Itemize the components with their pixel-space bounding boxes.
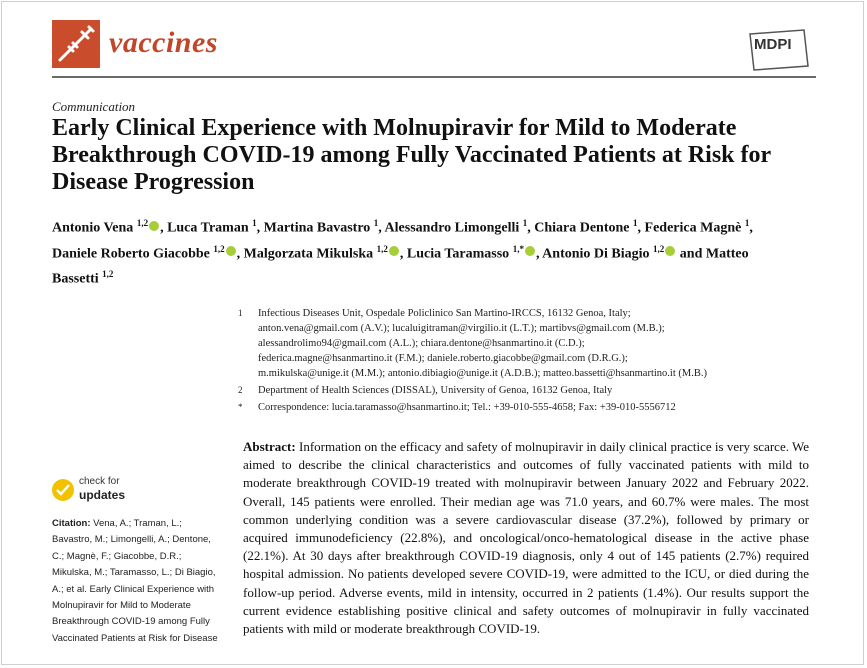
- author-name: Luca Traman: [167, 220, 249, 236]
- check-updates-line1: check for: [79, 476, 120, 487]
- author-affiliation-sup: 1,2: [376, 243, 388, 254]
- author-affiliation-sup: 1: [744, 218, 750, 228]
- publisher-name: MDPI: [754, 36, 792, 53]
- author-name: Federica Magnè: [644, 220, 742, 236]
- affiliation-number: 2: [238, 385, 243, 395]
- author-name: Lucia Taramasso: [406, 246, 510, 262]
- affiliation-number: [238, 321, 258, 336]
- article-title: Early Clinical Experience with Molnupira…: [52, 115, 771, 195]
- author-separator: ,: [637, 220, 645, 236]
- abstract-text: Information on the efficacy and safety o…: [243, 439, 809, 637]
- affiliation-line: 1 Infectious Diseases Unit, Ospedale Poli…: [238, 306, 798, 321]
- citation-label: Citation:: [52, 518, 91, 529]
- affiliation-line: * Correspondence: lucia.taramasso@hsanmar…: [238, 400, 798, 415]
- affiliation-number: [238, 351, 258, 366]
- author-affiliation-sup: 1,*: [512, 243, 524, 254]
- citation-text: Vena, A.; Traman, L.; Bavastro, M.; Limo…: [52, 518, 218, 644]
- author-name: Antonio Vena: [52, 220, 134, 236]
- author-name: Malgorzata Mikulska: [243, 246, 374, 262]
- author-name: Daniele Roberto Giacobbe: [52, 246, 210, 262]
- mdpi-logo-icon: [749, 29, 809, 71]
- affiliations: 1 Infectious Diseases Unit, Ospedale Poli…: [238, 306, 798, 417]
- author-affiliation-sup: 1: [633, 218, 638, 228]
- check-for-updates-badge[interactable]: check for updates: [52, 473, 132, 507]
- affiliation-line: m.mikulska@unige.it (M.M.); antonio.dibi…: [238, 366, 798, 381]
- author-name: Matteo Bassetti: [52, 246, 749, 287]
- check-mark-icon: [56, 484, 70, 496]
- affiliation-number: [238, 336, 258, 351]
- article-type: Communication: [52, 99, 136, 114]
- author-separator: ,: [399, 246, 407, 262]
- header-divider: [52, 76, 816, 78]
- author-affiliation-sup: 1,2: [102, 269, 114, 280]
- affiliation-line: 2 Department of Health Sciences (DISSAL),…: [238, 383, 798, 398]
- syringe-icon: [58, 25, 95, 62]
- affiliation-text: Correspondence: lucia.taramasso@hsanmart…: [258, 402, 676, 413]
- affiliation-number: [238, 366, 258, 381]
- author-separator: ,: [160, 220, 168, 236]
- abstract-label: Abstract:: [243, 439, 296, 454]
- author-affiliation-sup: 1: [252, 218, 257, 228]
- author-separator: ,: [527, 220, 535, 236]
- author-separator: ,: [535, 246, 543, 262]
- author-affiliation-sup: 1: [522, 218, 528, 228]
- affiliation-text: anton.vena@gmail.com (A.V.); lucaluigitr…: [258, 323, 665, 334]
- orcid-icon[interactable]: [665, 246, 676, 257]
- author-separator: ,: [378, 220, 385, 236]
- journal-logo: [52, 20, 100, 68]
- author-affiliation-sup: 1,2: [213, 243, 225, 254]
- check-updates-circle: [52, 479, 74, 501]
- author-separator: ,: [256, 220, 264, 236]
- affiliation-text: alessandrolimo94@gmail.com (A.L.); chiar…: [258, 338, 585, 349]
- affiliation-line: anton.vena@gmail.com (A.V.); lucaluigitr…: [238, 321, 798, 336]
- author-separator: ,: [236, 246, 244, 262]
- affiliation-line: alessandrolimo94@gmail.com (A.L.); chiar…: [238, 336, 798, 351]
- author-affiliation-sup: 1,2: [653, 243, 665, 254]
- author-list: Antonio Vena 1,2, Luca Traman 1, Martina…: [52, 213, 792, 290]
- affiliation-gap: [238, 415, 798, 417]
- author-name: Antonio Di Biagio: [542, 246, 650, 262]
- journal-name: vaccines: [109, 26, 218, 59]
- author-affiliation-sup: 1: [373, 218, 379, 228]
- author-name: Martina Bavastro: [263, 220, 371, 236]
- check-updates-line2: updates: [79, 488, 126, 502]
- citation: Citation: Vena, A.; Traman, L.; Bavastro…: [52, 516, 220, 647]
- orcid-icon[interactable]: [524, 246, 535, 257]
- affiliation-text: m.mikulska@unige.it (M.M.); antonio.dibi…: [258, 368, 707, 379]
- orcid-icon[interactable]: [388, 246, 399, 257]
- affiliation-line: federica.magne@hsanmartino.it (F.M.); da…: [238, 351, 798, 366]
- orcid-icon[interactable]: [149, 220, 160, 231]
- affiliation-text: Department of Health Sciences (DISSAL), …: [258, 385, 613, 396]
- author-name: Alessandro Limongelli: [384, 220, 520, 236]
- orcid-icon[interactable]: [225, 246, 236, 257]
- affiliation-text: Infectious Diseases Unit, Ospedale Polic…: [258, 308, 631, 319]
- author-name: Chiara Dentone: [534, 220, 630, 236]
- author-separator: ,: [749, 220, 753, 236]
- author-separator: and: [676, 246, 706, 262]
- author-affiliation-sup: 1,2: [136, 218, 149, 228]
- affiliation-text: federica.magne@hsanmartino.it (F.M.); da…: [258, 353, 628, 364]
- affiliation-number: 1: [238, 308, 243, 318]
- abstract: Abstract: Information on the efficacy an…: [243, 438, 809, 638]
- affiliation-number: *: [238, 402, 243, 412]
